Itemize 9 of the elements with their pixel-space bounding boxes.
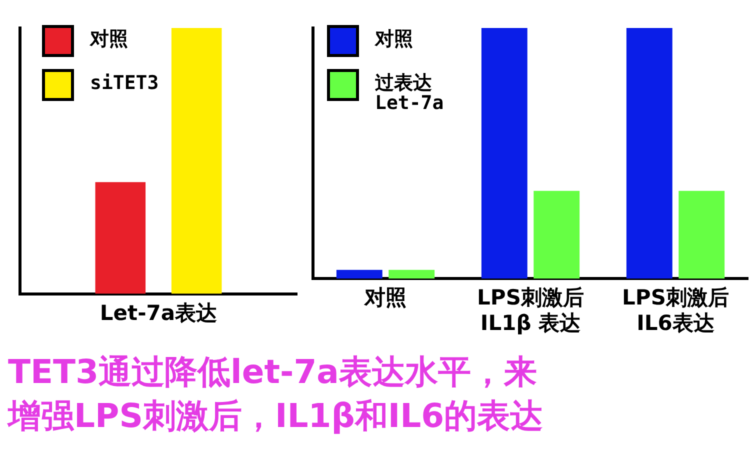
x-tick-label: LPS刺激后 IL6表达 [622, 286, 729, 335]
legend-label: 对照 [90, 27, 128, 50]
text: TET3通过降低let-7a表达水平，来增强LPS刺激后，IL1β和IL6的表达 [8, 351, 544, 437]
x-tick-label: Let-7a表达 [100, 300, 218, 325]
x-tick-label: LPS刺激后 IL1β 表达 [477, 286, 584, 335]
legend-label: 对照 [375, 27, 413, 50]
legend-label: siTET3 [90, 71, 159, 94]
x-tick-label: 对照 [364, 286, 406, 310]
legend-label: 过表达 Let-7a [375, 71, 444, 114]
